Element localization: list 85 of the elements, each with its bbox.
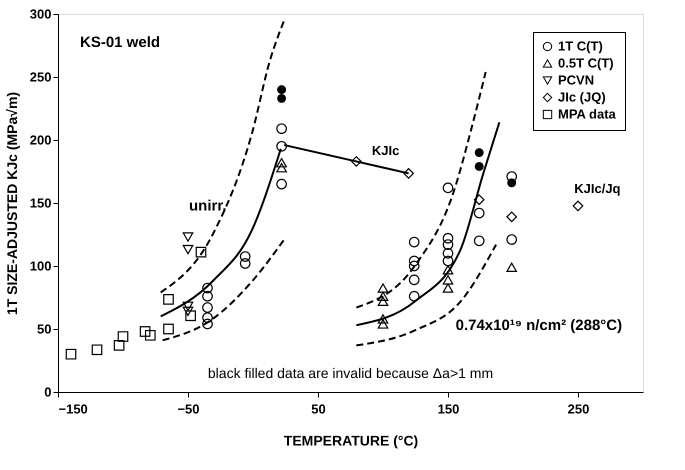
point bbox=[240, 258, 251, 269]
y-tick-label: 250 bbox=[30, 70, 52, 84]
point bbox=[163, 294, 174, 305]
point bbox=[118, 331, 128, 342]
annotation: unirr. bbox=[189, 198, 227, 215]
point bbox=[114, 340, 124, 351]
legend-label: JIc (JQ) bbox=[558, 90, 606, 104]
point bbox=[182, 306, 194, 316]
point bbox=[474, 148, 484, 158]
point bbox=[276, 123, 287, 134]
point bbox=[408, 256, 420, 266]
point bbox=[474, 208, 485, 218]
x-axis-title: TEMPERATURE (°C) bbox=[284, 432, 418, 448]
line-series bbox=[355, 70, 487, 309]
point bbox=[506, 262, 518, 272]
point bbox=[66, 348, 76, 360]
point bbox=[442, 239, 454, 250]
point bbox=[442, 256, 454, 266]
annotation: KS-01 weld bbox=[80, 34, 160, 51]
y-axis-title: 1T SIZE-ADJUSTED KJc (MPa√m) bbox=[4, 92, 20, 316]
point bbox=[144, 330, 156, 341]
point bbox=[408, 290, 420, 302]
point bbox=[408, 260, 420, 272]
point bbox=[378, 319, 388, 329]
point bbox=[276, 163, 287, 172]
legend-label: 0.5T C(T) bbox=[558, 56, 614, 70]
point bbox=[506, 234, 518, 245]
point bbox=[202, 312, 213, 323]
point bbox=[182, 232, 194, 242]
point bbox=[277, 94, 286, 103]
point bbox=[378, 314, 388, 324]
point bbox=[202, 318, 213, 330]
point bbox=[474, 162, 484, 171]
point bbox=[276, 178, 287, 190]
point bbox=[351, 156, 362, 167]
point bbox=[140, 326, 150, 337]
point bbox=[378, 296, 388, 306]
point bbox=[378, 283, 388, 293]
y-tick-label: 100 bbox=[30, 258, 52, 274]
point bbox=[506, 212, 518, 222]
point bbox=[240, 251, 251, 262]
point bbox=[572, 200, 584, 212]
point bbox=[276, 158, 287, 168]
point bbox=[442, 283, 454, 293]
annotation: KJIc/Jq bbox=[574, 181, 621, 196]
point bbox=[185, 310, 196, 322]
point bbox=[202, 290, 213, 302]
point bbox=[408, 236, 420, 248]
annotation: black filled data are invalid because Δa>1 mm bbox=[208, 365, 494, 381]
point bbox=[378, 292, 388, 301]
legend-label: 1T C(T) bbox=[558, 38, 603, 54]
x-tick-label: −150 bbox=[58, 402, 88, 416]
point bbox=[442, 265, 454, 274]
point bbox=[196, 246, 206, 258]
annotation: 0.74x10¹⁹ n/cm² (288°C) bbox=[456, 317, 622, 334]
point bbox=[442, 275, 454, 285]
point bbox=[277, 85, 286, 94]
line-series bbox=[162, 238, 286, 342]
y-tick-label: 200 bbox=[30, 132, 52, 148]
point bbox=[474, 194, 485, 206]
point bbox=[182, 244, 194, 254]
point bbox=[92, 344, 102, 356]
point bbox=[408, 274, 420, 286]
annotation: KJIc bbox=[372, 143, 400, 158]
point bbox=[442, 182, 454, 194]
x-tick-label: 150 bbox=[438, 402, 460, 416]
y-tick-label: 300 bbox=[30, 6, 52, 22]
point bbox=[506, 171, 518, 182]
point bbox=[182, 302, 194, 312]
point bbox=[474, 235, 485, 246]
point bbox=[442, 232, 454, 244]
legend-label: PCVN bbox=[558, 72, 594, 88]
y-tick-label: 0 bbox=[44, 384, 52, 400]
point bbox=[403, 168, 414, 179]
line-series bbox=[160, 19, 286, 294]
x-tick-label: 50 bbox=[311, 402, 326, 416]
y-tick-label: 150 bbox=[30, 196, 52, 210]
point bbox=[442, 248, 454, 259]
y-tick-label: 50 bbox=[37, 322, 52, 336]
legend-label: MPA data bbox=[558, 106, 617, 122]
point bbox=[163, 324, 174, 334]
point bbox=[202, 302, 213, 313]
point bbox=[202, 282, 213, 294]
x-tick-label: −50 bbox=[177, 402, 200, 416]
x-tick-label: 250 bbox=[568, 402, 590, 416]
